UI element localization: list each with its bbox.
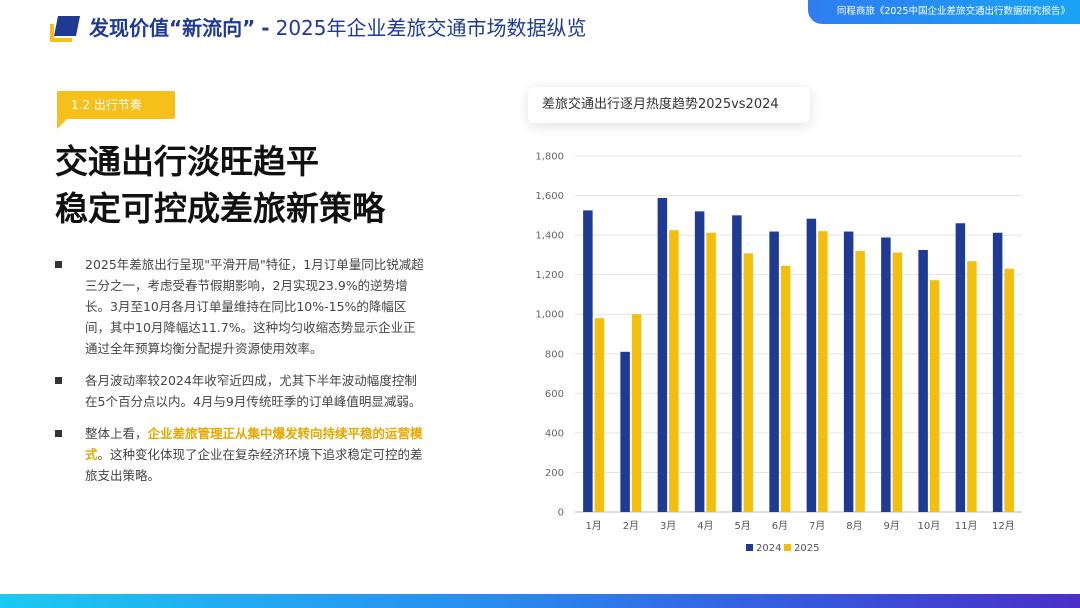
y-tick-label: 600 — [545, 389, 564, 400]
bar-2024 — [806, 218, 817, 512]
bullet-item: 各月波动率较2024年收窄近四成，尤其下半年波动幅度控制在5个百分点以内。4月与… — [55, 370, 425, 412]
header-title-sub: 2025年企业差旅交通市场数据纵览 — [275, 16, 587, 40]
brand-logo-icon — [50, 16, 80, 42]
y-tick-label: 800 — [545, 349, 564, 360]
bar-2025 — [967, 261, 977, 512]
bar-2025 — [1004, 268, 1014, 512]
x-tick-label: 7月 — [809, 520, 825, 532]
footer-gradient-bar — [0, 594, 1080, 608]
bar-2024 — [769, 231, 779, 512]
bar-chart: 0 200 400 600 800 1,000 1,200 1,400 1,600 1,800 1月… — [535, 152, 1022, 554]
bullet-square-icon — [55, 430, 62, 437]
y-tick-label: 400 — [545, 428, 564, 439]
bullet-text: 各月波动率较2024年收窄近四成，尤其下半年波动幅度控制在5个百分点以内。4月与… — [85, 373, 422, 409]
bar-2024 — [992, 232, 1003, 512]
bar-2024 — [657, 197, 668, 512]
bar-2024 — [881, 237, 891, 512]
chart-title: 差旅交通出行逐月热度趋势2025vs2024 — [528, 87, 810, 123]
y-tick-label: 1,200 — [535, 270, 564, 281]
legend-label: 2025 — [794, 543, 819, 554]
report-source-tag: 同程商旅《2025中国企业差旅交通出行数据研究报告》 — [808, 0, 1080, 24]
bar-2025 — [892, 252, 903, 512]
bar-2024 — [694, 211, 705, 512]
bar-2025 — [780, 265, 791, 512]
section-tag: 1.2 出行节奏 — [57, 91, 175, 119]
x-tick-label: 12月 — [992, 520, 1015, 532]
x-tick-label: 10月 — [918, 520, 941, 532]
bullet-item: 整体上看，企业差旅管理正从集中爆发转向持续平稳的运营模式。这种变化体现了企业在复… — [55, 423, 425, 486]
bar-2025 — [855, 250, 865, 512]
page-header-title: 发现价值“新流向” -2025年企业差旅交通市场数据纵览 — [89, 13, 587, 43]
legend-swatch — [784, 544, 791, 551]
header-title-dash: - — [261, 16, 270, 40]
bullet-text-post: 。这种变化体现了企业在复杂经济环境下追求稳定可控的差旅支出策略。 — [85, 447, 423, 483]
bullet-item: 2025年差旅出行呈现"平滑开局"特征，1月订单量同比锐减超三分之一，考虑受春节… — [55, 254, 425, 359]
legend-swatch — [746, 544, 753, 551]
legend-label: 2024 — [756, 543, 781, 554]
y-tick-label: 1,600 — [535, 191, 564, 202]
bullet-square-icon — [55, 261, 62, 268]
y-tick-label: 1,000 — [535, 310, 564, 321]
y-tick-label: 1,800 — [535, 152, 564, 163]
bar-2024 — [955, 223, 966, 512]
x-tick-label: 4月 — [697, 520, 713, 532]
x-tick-label: 8月 — [846, 520, 862, 532]
main-title: 交通出行淡旺趋平 稳定可控成差旅新策略 — [55, 138, 385, 232]
bar-2025 — [594, 318, 605, 512]
bar-2025 — [706, 232, 716, 512]
bar-2024 — [620, 351, 630, 512]
bullet-list: 2025年差旅出行呈现"平滑开局"特征，1月订单量同比锐减超三分之一，考虑受春节… — [55, 254, 425, 497]
x-tick-label: 2月 — [623, 520, 639, 532]
bar-2025 — [631, 314, 642, 512]
bar-2025 — [669, 230, 679, 512]
bar-2024 — [843, 231, 854, 512]
x-tick-label: 6月 — [772, 520, 788, 532]
bar-2025 — [743, 253, 754, 512]
bullet-text: 2025年差旅出行呈现"平滑开局"特征，1月订单量同比锐减超三分之一，考虑受春节… — [85, 257, 424, 356]
header-title-bold: 发现价值“新流向” — [89, 16, 256, 40]
x-tick-label: 11月 — [955, 520, 978, 532]
main-title-line1: 交通出行淡旺趋平 — [55, 142, 319, 181]
bar-2025 — [929, 280, 940, 512]
bullet-text-highlight: 企业差旅管理正从集中爆发转向持续平稳的运营模式 — [85, 426, 423, 462]
bar-2024 — [918, 249, 928, 512]
section-tag-tail — [57, 119, 67, 129]
y-tick-label: 1,400 — [535, 231, 564, 242]
bar-2024 — [583, 210, 593, 512]
x-tick-label: 5月 — [734, 520, 750, 532]
y-tick-label: 200 — [545, 468, 564, 479]
x-tick-label: 1月 — [585, 520, 601, 532]
bullet-square-icon — [55, 377, 62, 384]
bullet-text-pre: 整体上看， — [85, 426, 148, 441]
bar-2024 — [732, 215, 742, 512]
bar-2025 — [818, 231, 828, 512]
x-tick-label: 3月 — [660, 520, 676, 532]
main-title-line2: 稳定可控成差旅新策略 — [55, 189, 385, 228]
x-tick-label: 9月 — [883, 520, 899, 532]
y-tick-label: 0 — [558, 508, 564, 519]
